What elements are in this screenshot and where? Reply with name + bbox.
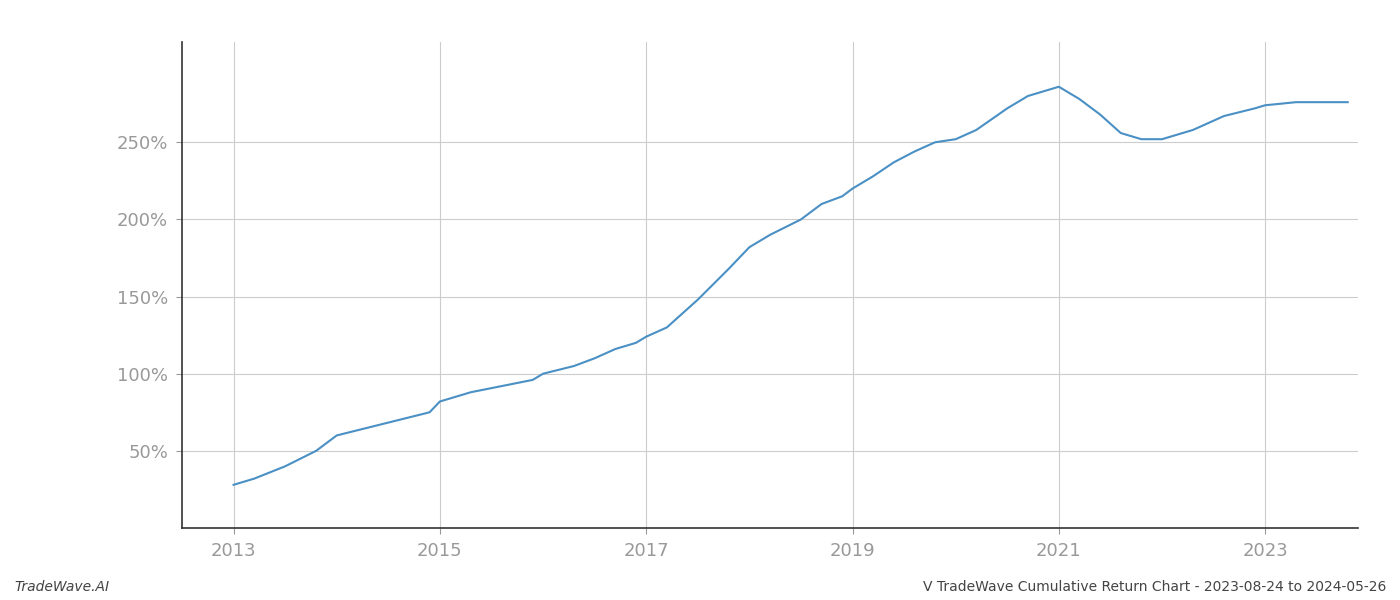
Text: TradeWave.AI: TradeWave.AI bbox=[14, 580, 109, 594]
Text: V TradeWave Cumulative Return Chart - 2023-08-24 to 2024-05-26: V TradeWave Cumulative Return Chart - 20… bbox=[923, 580, 1386, 594]
